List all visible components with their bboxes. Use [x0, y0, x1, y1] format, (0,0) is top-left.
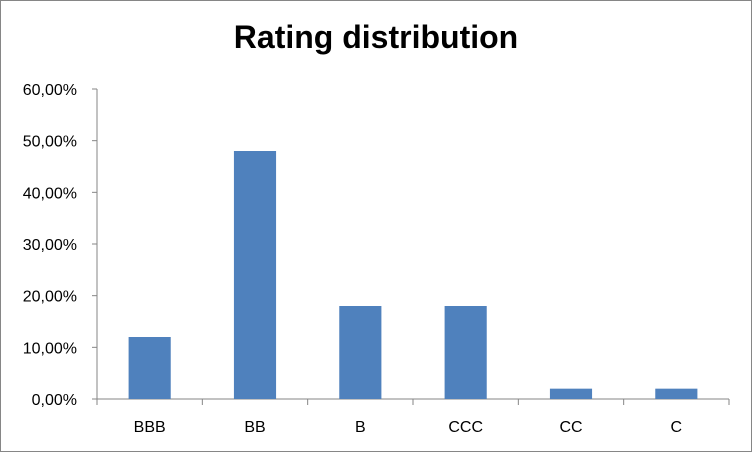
x-tick-label: CC — [559, 419, 582, 436]
bar-cc — [549, 388, 593, 399]
y-tick-label: 40,00% — [23, 185, 77, 202]
chart-title: Rating distribution — [233, 19, 519, 55]
x-tick-label: B — [355, 419, 366, 436]
x-tick-label: C — [671, 419, 683, 436]
bar-bb — [233, 151, 277, 399]
y-tick-label: 30,00% — [23, 237, 77, 254]
y-tick-label: 50,00% — [23, 134, 77, 151]
bar-b — [339, 306, 382, 399]
x-tick-label: CCC — [448, 419, 483, 436]
x-tick-label: BB — [244, 419, 265, 436]
bar-bbb — [128, 337, 171, 399]
y-tick-label: 60,00% — [23, 82, 77, 99]
bar-ccc — [444, 306, 487, 399]
y-tick-label: 20,00% — [23, 289, 77, 306]
bar-c — [655, 388, 698, 399]
y-tick-label: 0,00% — [32, 392, 77, 409]
x-tick-label: BBB — [134, 419, 166, 436]
y-tick-label: 10,00% — [23, 340, 77, 357]
